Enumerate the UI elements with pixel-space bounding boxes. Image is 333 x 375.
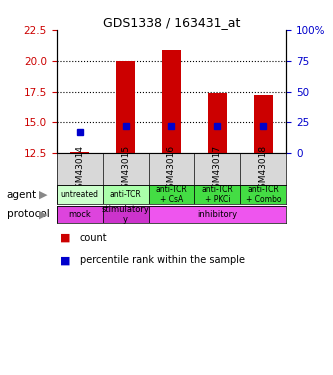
Text: ■: ■ [60, 233, 71, 243]
Text: count: count [80, 233, 108, 243]
Bar [70, 152, 89, 153]
Bar [57, 206, 103, 223]
Text: ■: ■ [60, 255, 71, 265]
Text: mock: mock [68, 210, 91, 219]
Text: anti-TCR
+ Combo: anti-TCR + Combo [246, 185, 281, 204]
Text: GSM43018: GSM43018 [259, 145, 268, 194]
Bar [208, 93, 227, 153]
Title: GDS1338 / 163431_at: GDS1338 / 163431_at [103, 16, 240, 29]
Text: ▶: ▶ [39, 210, 48, 219]
Text: anti-TCR
+ PKCi: anti-TCR + PKCi [201, 185, 233, 204]
Bar [103, 206, 149, 223]
Bar [103, 185, 149, 204]
Text: agent: agent [7, 190, 37, 200]
Bar [254, 95, 273, 153]
Text: untreated: untreated [61, 190, 99, 199]
Text: stimulatory
y: stimulatory y [102, 205, 150, 224]
Text: GSM43015: GSM43015 [121, 145, 130, 194]
Text: GSM43014: GSM43014 [75, 145, 84, 194]
Text: inhibitory: inhibitory [197, 210, 237, 219]
Text: GSM43017: GSM43017 [213, 145, 222, 194]
Text: anti-TCR
+ CsA: anti-TCR + CsA [156, 185, 187, 204]
Text: protocol: protocol [7, 210, 49, 219]
Text: anti-TCR: anti-TCR [110, 190, 142, 199]
Bar [149, 206, 286, 223]
Text: ▶: ▶ [39, 190, 48, 200]
Bar [240, 185, 286, 204]
Bar [149, 185, 194, 204]
Bar [194, 185, 240, 204]
Text: GSM43016: GSM43016 [167, 145, 176, 194]
Bar [162, 50, 181, 153]
Text: percentile rank within the sample: percentile rank within the sample [80, 255, 245, 265]
Bar [57, 185, 103, 204]
Bar [116, 61, 135, 153]
